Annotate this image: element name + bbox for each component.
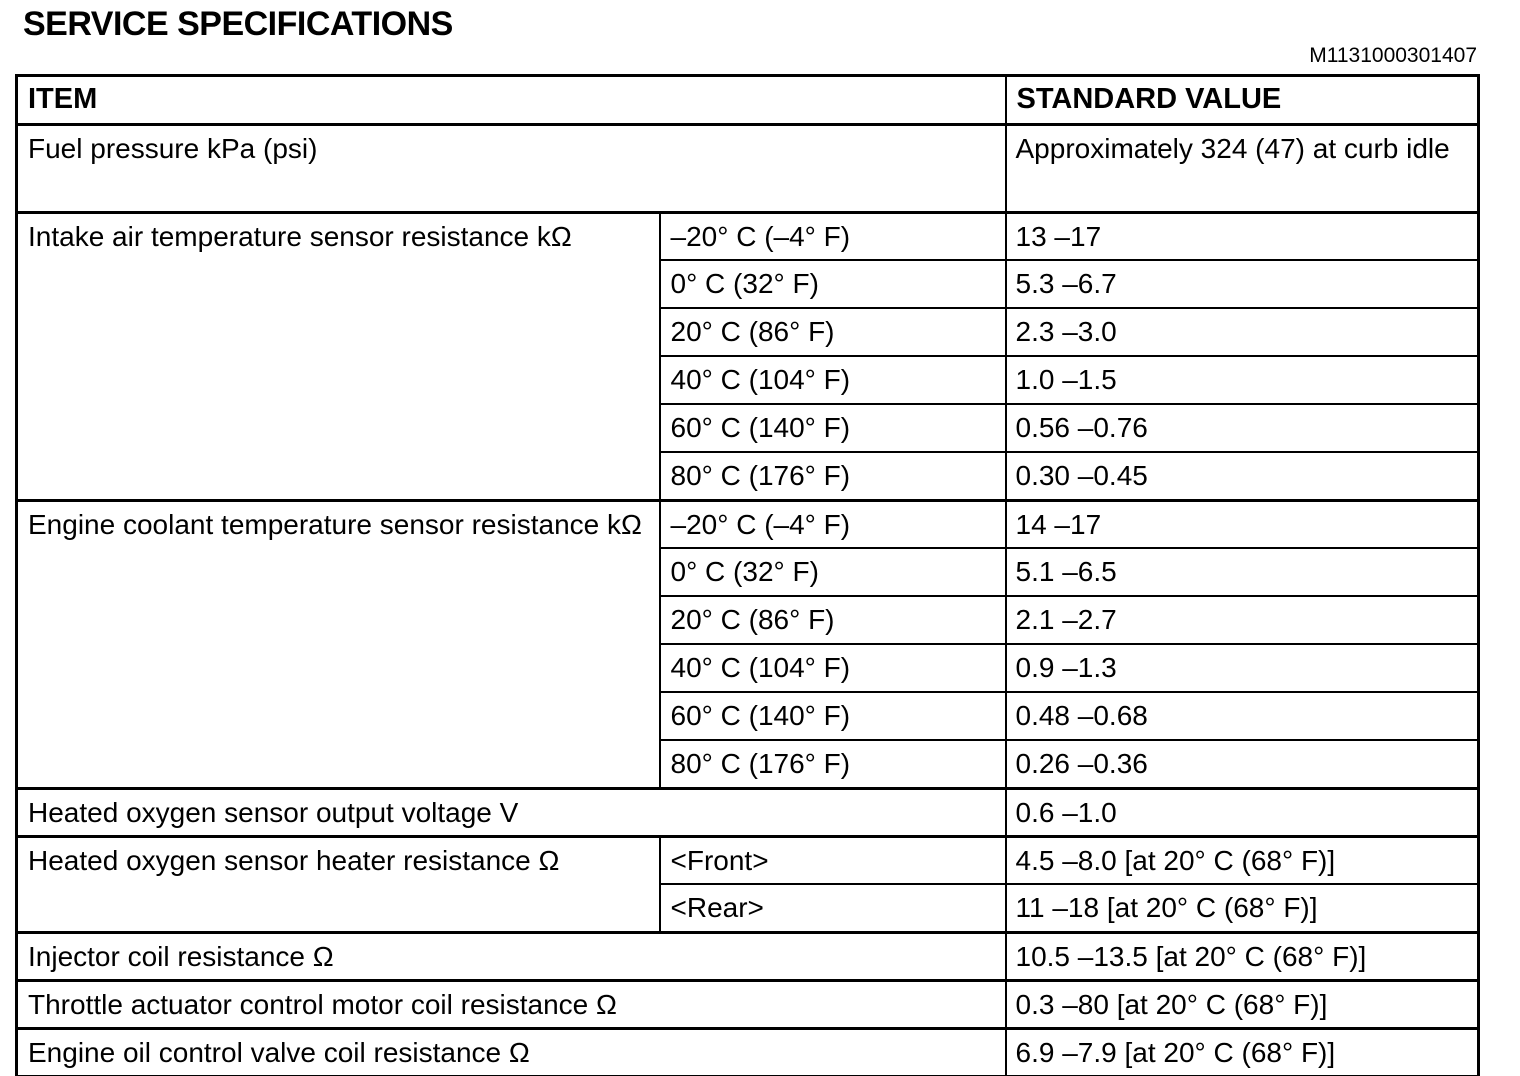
doc-number: M1131000301407 [1309, 44, 1477, 68]
condition-cell: 20° C (86° F) [658, 307, 1007, 358]
table-row-fuel-pressure: Fuel pressure kPa (psi) Approximately 32… [15, 122, 1480, 214]
table-row-intake-air-temp: 80° C (176° F) 0.30 –0.45 [17, 451, 1480, 502]
condition-cell: 80° C (176° F) [658, 739, 1007, 790]
condition-cell: 20° C (86° F) [658, 595, 1007, 646]
item-cell: Fuel pressure kPa (psi) [15, 122, 1007, 214]
condition-cell: 40° C (104° F) [658, 643, 1007, 694]
value-cell: 5.1 –6.5 [1004, 547, 1480, 598]
table-row-coolant-temp: 60° C (140° F) 0.48 –0.68 [17, 691, 1480, 742]
table-row-coolant-temp: 20° C (86° F) 2.1 –2.7 [17, 595, 1480, 646]
table-row-intake-air-temp: 0° C (32° F) 5.3 –6.7 [17, 259, 1480, 310]
table-row-coolant-temp: Engine coolant temperature sensor resist… [15, 498, 1480, 790]
condition-cell: <Rear> [658, 883, 1007, 934]
value-cell: 0.9 –1.3 [1004, 643, 1480, 694]
item-cell: Heated oxygen sensor output voltage V [15, 786, 1007, 838]
value-cell: 10.5 –13.5 [at 20° C (68° F)] [1004, 930, 1480, 982]
value-cell: 2.3 –3.0 [1004, 307, 1480, 358]
item-cell: Injector coil resistance Ω [15, 930, 1007, 982]
value-cell: 0.3 –80 [at 20° C (68° F)] [1004, 978, 1480, 1030]
value-cell: 0.26 –0.36 [1004, 739, 1480, 790]
table-row-injector-coil: Injector coil resistance Ω 10.5 –13.5 [a… [15, 930, 1480, 982]
value-cell: 4.5 –8.0 [at 20° C (68° F)] [1004, 834, 1480, 886]
item-cell: Engine oil control valve coil resistance… [15, 1026, 1007, 1076]
value-cell: 1.0 –1.5 [1004, 355, 1480, 406]
table-row-coolant-temp: 80° C (176° F) 0.26 –0.36 [17, 739, 1480, 790]
condition-cell: 80° C (176° F) [658, 451, 1007, 502]
value-cell: 13 –17 [1004, 210, 1480, 262]
item-cell: Intake air temperature sensor resistance… [15, 210, 661, 502]
value-cell: 11 –18 [at 20° C (68° F)] [1004, 883, 1480, 934]
table-row-intake-air-temp: Intake air temperature sensor resistance… [15, 210, 1480, 502]
table-row-o2-heater-resistance: <Rear> 11 –18 [at 20° C (68° F)] [17, 883, 1480, 934]
page-title: SERVICE SPECIFICATIONS [23, 5, 453, 43]
value-cell: 0.48 –0.68 [1004, 691, 1480, 742]
table-row-oil-control-valve-coil: Engine oil control valve coil resistance… [15, 1026, 1480, 1076]
col-header-item: ITEM [15, 74, 1007, 126]
table-row-coolant-temp: 40° C (104° F) 0.9 –1.3 [17, 643, 1480, 694]
table-row-throttle-motor-coil: Throttle actuator control motor coil res… [15, 978, 1480, 1030]
value-cell: 5.3 –6.7 [1004, 259, 1480, 310]
value-cell: 0.6 –1.0 [1004, 786, 1480, 838]
item-cell: Heated oxygen sensor heater resistance Ω [15, 834, 661, 934]
item-cell: Engine coolant temperature sensor resist… [15, 498, 661, 790]
condition-cell: –20° C (–4° F) [658, 498, 1007, 550]
condition-cell: 0° C (32° F) [658, 259, 1007, 310]
value-cell: 6.9 –7.9 [at 20° C (68° F)] [1004, 1026, 1480, 1076]
condition-cell: 60° C (140° F) [658, 403, 1007, 454]
condition-cell: 60° C (140° F) [658, 691, 1007, 742]
table-row-coolant-temp: 0° C (32° F) 5.1 –6.5 [17, 547, 1480, 598]
value-cell: 0.56 –0.76 [1004, 403, 1480, 454]
value-cell: 0.30 –0.45 [1004, 451, 1480, 502]
item-cell: Throttle actuator control motor coil res… [15, 978, 1007, 1030]
value-cell: 2.1 –2.7 [1004, 595, 1480, 646]
table-row-intake-air-temp: 20° C (86° F) 2.3 –3.0 [17, 307, 1480, 358]
table-row-o2-heater-resistance: Heated oxygen sensor heater resistance Ω… [15, 834, 1480, 934]
service-specifications-table: ITEM STANDARD VALUE Fuel pressure kPa (p… [15, 74, 1480, 1076]
table-row-o2-output-voltage: Heated oxygen sensor output voltage V 0.… [15, 786, 1480, 838]
condition-cell: –20° C (–4° F) [658, 210, 1007, 262]
table-row-intake-air-temp: 60° C (140° F) 0.56 –0.76 [17, 403, 1480, 454]
condition-cell: 0° C (32° F) [658, 547, 1007, 598]
header-row: ITEM STANDARD VALUE [15, 74, 1480, 126]
value-cell: Approximately 324 (47) at curb idle [1004, 122, 1480, 214]
table-row-intake-air-temp: 40° C (104° F) 1.0 –1.5 [17, 355, 1480, 406]
condition-cell: <Front> [658, 834, 1007, 886]
col-header-standard-value: STANDARD VALUE [1004, 74, 1480, 126]
condition-cell: 40° C (104° F) [658, 355, 1007, 406]
value-cell: 14 –17 [1004, 498, 1480, 550]
